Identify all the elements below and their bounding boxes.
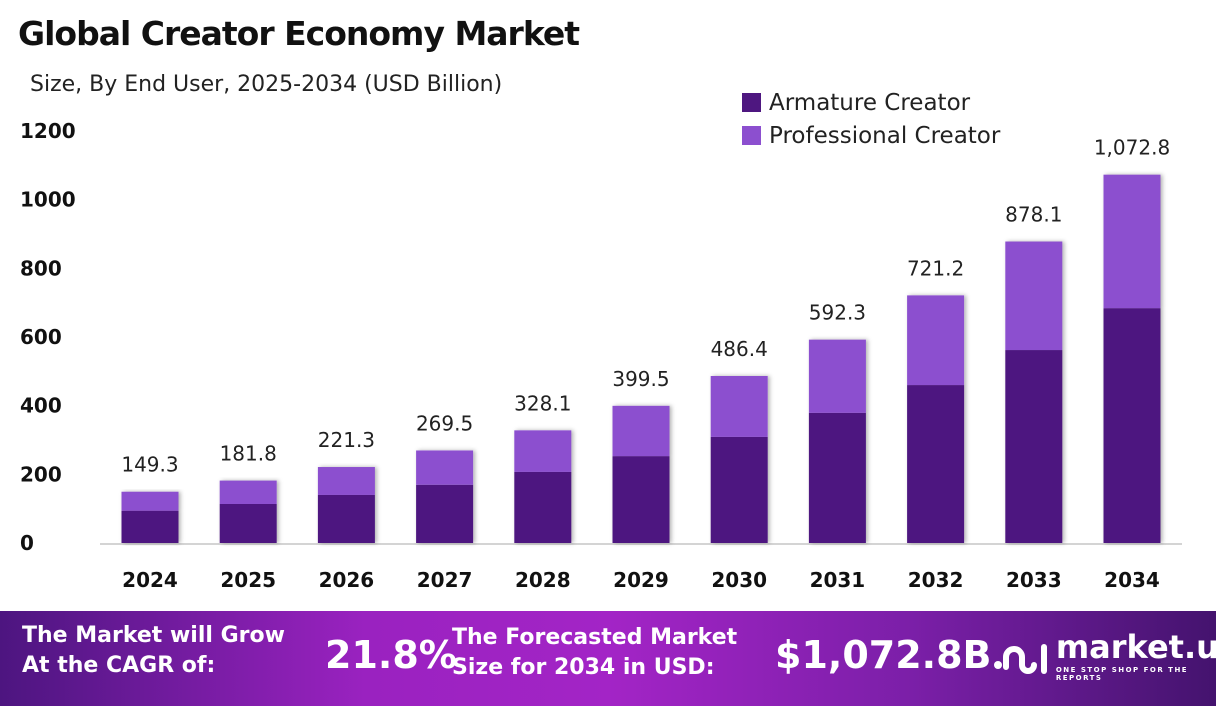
x-tick-label: 2031 [810, 568, 866, 592]
bar-chart: 0 200 400 600 800 1000 1200 149.3 2024 181.8 2025 2… [20, 119, 1182, 592]
total-data-label: 149.3 [121, 453, 178, 477]
bar-armature-creator [907, 385, 965, 543]
market-us-logo: market.usONE STOP SHOP FOR THE REPORTS [992, 631, 1216, 682]
legend-swatch [742, 126, 761, 145]
bar-professional-creator [317, 467, 375, 495]
legend: Armature Creator Professional Creator [742, 86, 1000, 152]
forecast-label: The Forecasted Market Size for 2034 in US… [452, 623, 737, 683]
bar-armature-creator [710, 436, 768, 543]
y-tick-label: 200 [20, 462, 62, 486]
total-data-label: 878.1 [1005, 203, 1062, 227]
chart-title: Global Creator Economy Market [18, 14, 580, 53]
legend-label: Professional Creator [769, 122, 1001, 149]
bar-armature-creator [219, 503, 277, 543]
legend-item-armature: Armature Creator [742, 86, 1000, 119]
y-tick-label: 600 [20, 325, 62, 349]
x-tick-label: 2026 [319, 568, 375, 592]
legend-item-professional: Professional Creator [742, 119, 1000, 152]
y-tick-label: 800 [20, 256, 62, 280]
y-tick-label: 0 [20, 531, 34, 555]
bar-professional-creator [219, 480, 277, 504]
total-data-label: 328.1 [514, 391, 571, 415]
x-tick-label: 2028 [515, 568, 571, 592]
total-data-label: 399.5 [612, 367, 669, 391]
x-tick-label: 2034 [1104, 568, 1160, 592]
y-tick-label: 400 [20, 394, 62, 418]
cagr-value: 21.8% [325, 633, 457, 677]
total-data-label: 181.8 [220, 442, 277, 466]
bar-professional-creator [514, 430, 572, 472]
forecast-label-line: Size for 2034 in USD: [452, 655, 715, 680]
logo-name: market.us [1055, 628, 1216, 666]
x-tick-label: 2029 [613, 568, 669, 592]
x-tick-label: 2030 [711, 568, 767, 592]
y-tick-label: 1200 [20, 119, 76, 143]
x-tick-label: 2033 [1006, 568, 1062, 592]
y-tick-label: 1000 [20, 188, 76, 212]
bar-professional-creator [121, 491, 179, 511]
bar-professional-creator [1103, 174, 1161, 309]
x-tick-label: 2027 [417, 568, 473, 592]
total-data-label: 1,072.8 [1094, 136, 1170, 160]
forecast-value: $1,072.8B [775, 633, 992, 677]
bar-armature-creator [121, 510, 179, 543]
total-data-label: 269.5 [416, 411, 473, 435]
bar-professional-creator [1005, 241, 1063, 351]
bar-armature-creator [1103, 308, 1161, 543]
bar-professional-creator [612, 405, 670, 457]
total-data-label: 721.2 [907, 256, 964, 280]
total-data-label: 592.3 [809, 301, 866, 325]
cagr-label: The Market will Grow At the CAGR of: [22, 621, 285, 681]
bar-armature-creator [514, 471, 572, 543]
bar-professional-creator [907, 295, 965, 386]
bar-armature-creator [612, 456, 670, 543]
bar-professional-creator [808, 339, 866, 413]
logo-icon [994, 643, 1047, 674]
forecast-label-line: The Forecasted Market [452, 625, 738, 650]
x-tick-label: 2025 [220, 568, 276, 592]
legend-label: Armature Creator [769, 89, 971, 116]
bar-armature-creator [317, 494, 375, 543]
bar-armature-creator [416, 484, 474, 543]
x-tick-label: 2032 [908, 568, 964, 592]
bar-professional-creator [710, 376, 768, 437]
bar-armature-creator [808, 412, 866, 543]
footer-banner: The Market will Grow At the CAGR of: 21.8… [0, 611, 1216, 706]
chart-subtitle: Size, By End User, 2025-2034 (USD Billio… [30, 72, 503, 97]
cagr-label-line: The Market will Grow [22, 623, 285, 648]
legend-swatch [742, 93, 761, 112]
x-tick-label: 2024 [122, 568, 178, 592]
total-data-label: 221.3 [318, 428, 375, 452]
logo-tagline: ONE STOP SHOP FOR THE REPORTS [1055, 666, 1189, 682]
bar-armature-creator [1005, 350, 1063, 543]
cagr-label-line: At the CAGR of: [22, 653, 216, 678]
bar-professional-creator [416, 450, 474, 485]
total-data-label: 486.4 [711, 337, 768, 361]
